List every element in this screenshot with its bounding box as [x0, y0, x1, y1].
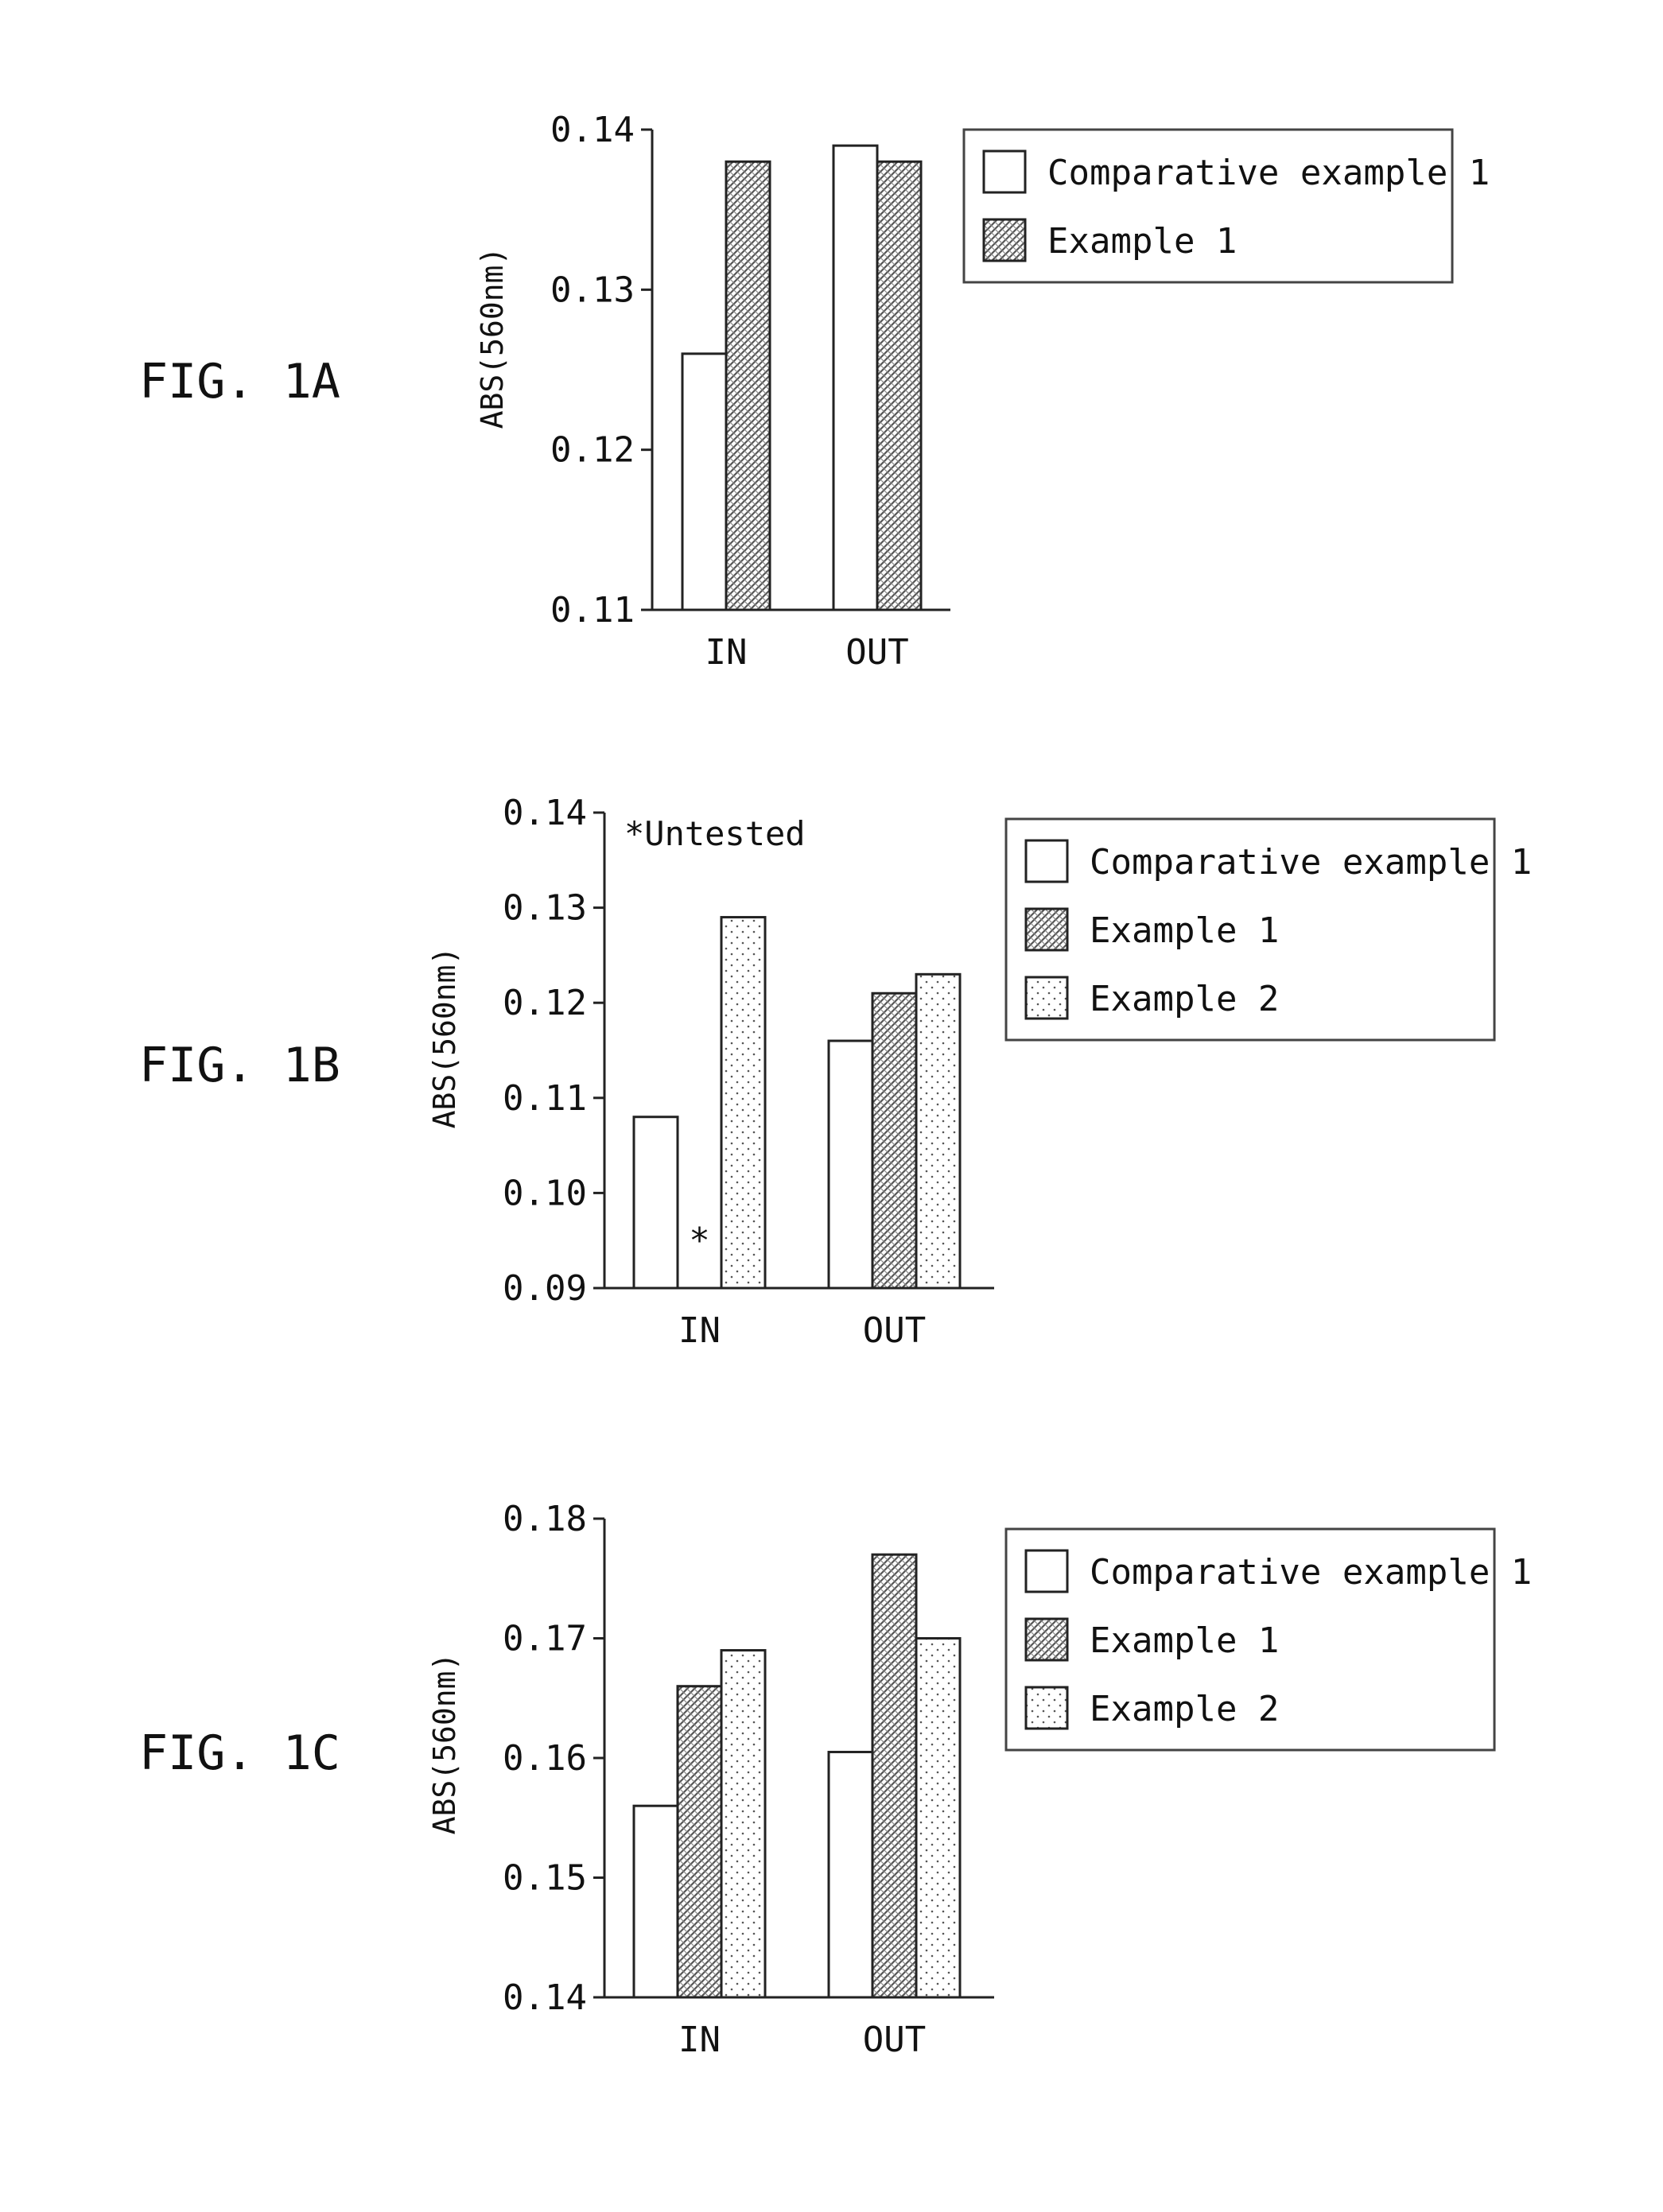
x-tick-labels: IN OUT: [705, 632, 909, 673]
legend-swatch: [984, 219, 1025, 261]
y-ticks: 0.14 0.13 0.12 0.11: [550, 110, 652, 631]
x-tick-labels: IN OUT: [678, 1310, 926, 1351]
legend-entry: Example 1: [1090, 1620, 1279, 1661]
legend-entry: Example 2: [1090, 979, 1279, 1019]
legend-swatch: [1026, 1687, 1067, 1729]
bars: *: [634, 918, 960, 1288]
y-axis-label: ABS(560nm): [475, 247, 510, 429]
untested-note: *Untested: [624, 814, 806, 853]
x-tick-labels: IN OUT: [678, 2020, 926, 2060]
bar-in-series-1: [634, 1806, 678, 1997]
bar-in-series-1: [682, 354, 726, 610]
bar-in-series-3: [721, 1651, 765, 1997]
legend-swatch: [1026, 840, 1067, 882]
y-tick-label: 0.14: [550, 110, 635, 150]
y-ticks: 0.18 0.17 0.16 0.15 0.14: [503, 1499, 604, 2018]
y-tick-label: 0.18: [503, 1499, 587, 1539]
y-axis-label: ABS(560nm): [427, 947, 462, 1129]
y-tick-label: 0.11: [503, 1078, 587, 1119]
plot-area: 0.14 0.13 0.12 0.11 0.10 0.09 * IN OUT: [503, 793, 994, 1351]
y-tick-label: 0.11: [550, 590, 635, 631]
bars: [634, 1554, 960, 1997]
y-axis-label: ABS(560nm): [427, 1653, 462, 1835]
bar-out-series-2: [872, 993, 916, 1288]
legend: Comparative example 1 Example 1 Example 2: [1006, 819, 1532, 1040]
figure-label: FIG. 1A: [139, 354, 340, 409]
plot-area: 0.14 0.13 0.12 0.11 IN OUT: [550, 110, 950, 673]
legend-entry: Comparative example 1: [1090, 842, 1532, 883]
y-tick-label: 0.17: [503, 1619, 587, 1659]
y-tick-label: 0.12: [550, 430, 635, 471]
y-tick-label: 0.12: [503, 983, 587, 1023]
bar-out-series-2: [877, 161, 921, 610]
legend-entry: Example 2: [1090, 1689, 1279, 1729]
y-tick-label: 0.14: [503, 793, 587, 833]
legend-entry: Comparative example 1: [1047, 153, 1490, 193]
bar-out-series-3: [916, 974, 960, 1288]
y-tick-label: 0.15: [503, 1858, 587, 1899]
x-tick-label: OUT: [845, 632, 908, 673]
legend-entry: Example 1: [1090, 910, 1279, 951]
legend-swatch: [1026, 909, 1067, 950]
y-tick-label: 0.09: [503, 1268, 587, 1309]
figure-label: FIG. 1C: [139, 1725, 340, 1781]
legend-entry: Comparative example 1: [1090, 1552, 1532, 1593]
legend-swatch: [1026, 1550, 1067, 1592]
legend-swatch: [984, 151, 1025, 192]
chart-fig-1b: FIG. 1B ABS(560nm) *Untested 0.140.130.1…: [139, 793, 1532, 1351]
legend-entry: Example 1: [1047, 221, 1237, 262]
y-tick-label: 0.14: [503, 1977, 587, 2018]
bar-out-series-3: [916, 1639, 960, 1998]
chart-fig-1a: FIG. 1A ABS(560nm) 0.14 0.13 0.12 0.11 IN OU…: [139, 110, 1490, 673]
y-tick-label: 0.16: [503, 1738, 587, 1779]
bar-out-series-2: [872, 1554, 916, 1997]
bars: [682, 146, 921, 610]
y-tick-label: 0.13: [550, 270, 635, 310]
legend-swatch: [1026, 977, 1067, 1019]
x-tick-label: IN: [705, 632, 748, 673]
y-tick-label: 0.10: [503, 1173, 587, 1213]
x-tick-label: IN: [678, 2020, 721, 2060]
bar-in-series-2: [726, 161, 770, 610]
bar-out-series-1: [829, 1752, 872, 1997]
plot-area: 0.18 0.17 0.16 0.15 0.14 IN OUT: [503, 1499, 994, 2060]
bar-out-series-1: [833, 146, 877, 610]
bar-out-series-1: [829, 1041, 872, 1288]
chart-fig-1c: FIG. 1C ABS(560nm) 0.18 0.17 0.16 0.15 0.14 …: [139, 1499, 1532, 2060]
y-ticks: 0.14 0.13 0.12 0.11 0.10 0.09: [503, 793, 604, 1309]
legend-swatch: [1026, 1619, 1067, 1660]
figure-label: FIG. 1B: [139, 1038, 340, 1093]
x-tick-label: OUT: [863, 2020, 926, 2060]
legend: Comparative example 1 Example 1 Example 2: [1006, 1529, 1532, 1750]
legend: Comparative example 1 Example 1: [964, 130, 1490, 282]
bar-in-series-1: [634, 1117, 678, 1288]
x-tick-label: IN: [678, 1310, 721, 1351]
y-tick-label: 0.13: [503, 888, 587, 929]
bar-in-series-2: [678, 1686, 721, 1997]
bar-in-series-3: [721, 918, 765, 1288]
x-tick-label: OUT: [863, 1310, 926, 1351]
untested-marker: *: [689, 1220, 710, 1261]
